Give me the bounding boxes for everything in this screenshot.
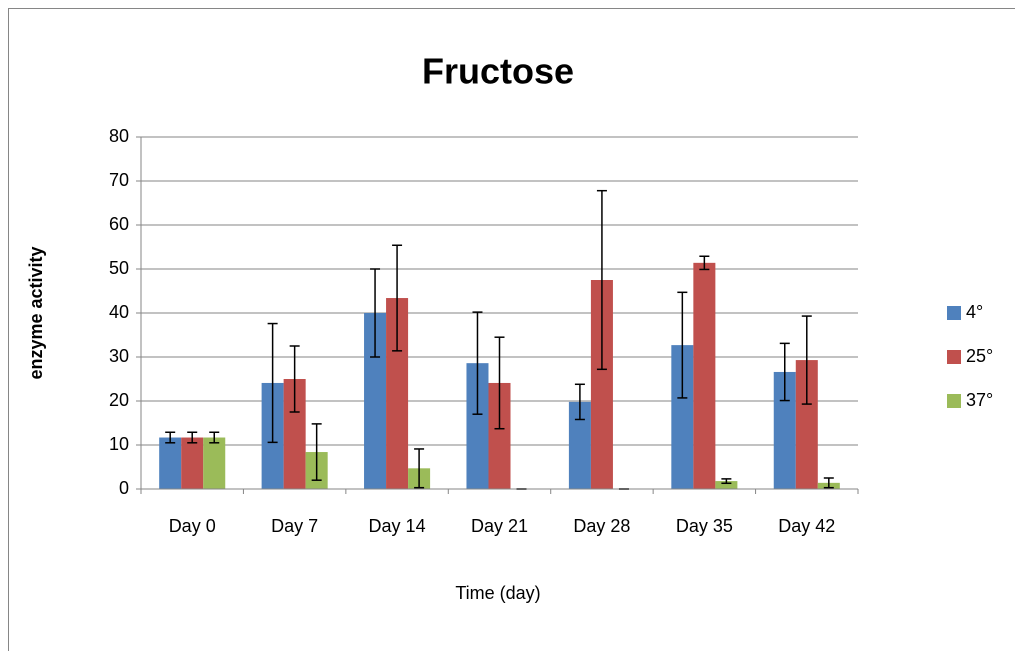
bar	[364, 313, 387, 489]
chart-title: Fructose	[422, 51, 574, 92]
legend-swatch	[947, 306, 961, 320]
error-bar	[267, 322, 278, 444]
bar	[671, 345, 694, 489]
bar	[466, 363, 489, 489]
chart-frame	[8, 8, 1015, 651]
error-bar	[721, 478, 732, 485]
bar	[773, 371, 796, 489]
error-bar	[209, 431, 220, 444]
error-bar	[370, 268, 381, 358]
x-tick-label: Day 7	[271, 516, 318, 536]
error-bar	[699, 255, 710, 271]
legend-label: 37°	[966, 390, 993, 410]
legend-swatch	[947, 394, 961, 408]
error-bar	[289, 345, 300, 413]
y-tick-label: 60	[109, 214, 129, 234]
error-bar	[801, 315, 812, 405]
y-tick-label: 20	[109, 390, 129, 410]
error-bar	[414, 448, 425, 489]
error-bar	[677, 291, 688, 399]
y-tick-label: 40	[109, 302, 129, 322]
bar	[590, 280, 613, 489]
bar	[488, 382, 511, 489]
y-tick-label: 10	[109, 434, 129, 454]
bar	[203, 437, 226, 489]
bar	[159, 437, 182, 489]
y-tick-label: 0	[119, 478, 129, 498]
y-tick-label: 30	[109, 346, 129, 366]
legend-label: 25°	[966, 346, 993, 366]
bar	[386, 298, 409, 489]
bar	[181, 437, 204, 489]
error-bar	[472, 311, 483, 415]
x-tick-label: Day 0	[169, 516, 216, 536]
bar	[693, 262, 716, 489]
legend-swatch	[947, 350, 961, 364]
bar	[283, 379, 306, 489]
error-bar	[392, 244, 403, 352]
bar	[715, 481, 738, 489]
error-bar	[165, 431, 176, 444]
error-bar	[823, 477, 834, 489]
y-axis-label: enzyme activity	[26, 246, 46, 379]
error-bar	[596, 189, 607, 371]
y-tick-label: 80	[109, 126, 129, 146]
bar	[568, 401, 591, 489]
error-bar	[779, 342, 790, 402]
x-axis-label: Time (day)	[455, 583, 540, 603]
x-tick-label: Day 35	[676, 516, 733, 536]
error-bar	[311, 423, 322, 481]
x-tick-label: Day 28	[573, 516, 630, 536]
x-tick-label: Day 21	[471, 516, 528, 536]
x-tick-label: Day 42	[778, 516, 835, 536]
legend-label: 4°	[966, 302, 983, 322]
error-bar	[187, 431, 198, 444]
x-tick-label: Day 14	[369, 516, 426, 536]
error-bar	[574, 383, 585, 421]
error-bar	[494, 336, 505, 430]
y-tick-label: 50	[109, 258, 129, 278]
y-tick-label: 70	[109, 170, 129, 190]
bar	[795, 360, 818, 489]
